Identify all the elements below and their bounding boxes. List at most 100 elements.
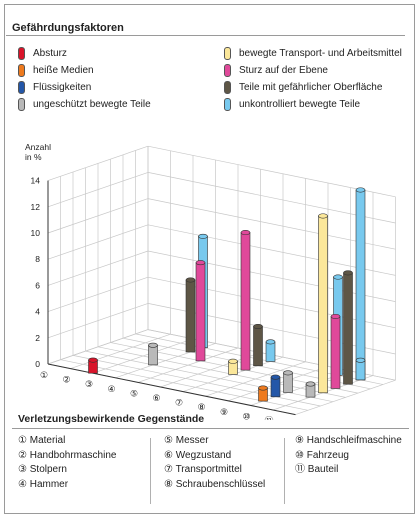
floor-gridline [60, 359, 309, 411]
bar [88, 357, 98, 374]
bar-top [318, 213, 328, 219]
bar-top [355, 187, 366, 193]
legend-label: ungeschützt bewegte Teile [33, 98, 151, 110]
legend-item-fluessigkeiten: Flüssigkeiten [18, 80, 91, 94]
key-item: ③ Stolpern [18, 464, 67, 475]
bar [343, 270, 353, 385]
legend-label: Absturz [33, 47, 67, 59]
x-tick-label: ③ [85, 380, 93, 390]
key-item: ⑨ Handschleifmaschine [295, 435, 402, 446]
bar [258, 385, 268, 402]
bar-top [355, 357, 366, 363]
bar [330, 313, 341, 389]
y-tick-label: 2 [35, 333, 40, 343]
bar-body [253, 326, 263, 367]
y-tick-label: 14 [31, 176, 41, 186]
legend-label: bewegte Transport- und Arbeitsmittel [239, 47, 402, 59]
bar [195, 260, 206, 362]
x-tick-label: ② [62, 376, 70, 386]
legend-label: Sturz auf der Ebene [239, 64, 328, 76]
key-divider [12, 428, 409, 429]
back-wall-gridline [147, 198, 396, 250]
bar-top [265, 339, 276, 345]
floor-gridline [295, 379, 396, 415]
bar-top [228, 358, 238, 364]
bar-top [240, 230, 251, 236]
legend-swatch [224, 46, 231, 60]
bar [355, 357, 366, 381]
legend-swatch [18, 80, 25, 94]
legend-swatch [18, 97, 25, 111]
x-tick-label: ⑥ [152, 394, 160, 404]
x-tick-label: ⑪ [264, 416, 273, 420]
legend-item-ungeschuetzt: ungeschützt bewegte Teile [18, 97, 151, 111]
bar [228, 358, 238, 375]
key-item: ① Material [18, 435, 66, 446]
bar-body [240, 232, 251, 371]
x-tick-label: ⑦ [175, 399, 183, 409]
legend-swatch [18, 46, 25, 60]
bar [305, 381, 316, 398]
title-bar [6, 4, 405, 36]
figure-frame [4, 4, 415, 514]
key-column-3: ⑨ Handschleifmaschine ⑩ Fahrzeug ⑪ Baute… [295, 434, 402, 478]
key-column-separator [284, 438, 285, 504]
x-tick-label: ⑩ [242, 412, 250, 420]
key-item: ⑪ Bauteil [295, 464, 339, 475]
key-title: Verletzungsbewirkende Gegenstände [18, 413, 205, 425]
bar-body [355, 359, 366, 381]
y-tick-label: 6 [35, 280, 40, 290]
bar-top [253, 323, 263, 329]
x-tick-label: ④ [107, 385, 115, 395]
legend-item-bewegte-transport: bewegte Transport- und Arbeitsmittel [224, 46, 402, 60]
bar [185, 277, 196, 353]
key-item: ⑩ Fahrzeug [295, 449, 349, 461]
bar-body [195, 262, 206, 362]
y-tick-label: 4 [35, 307, 40, 317]
floor-gridline [97, 346, 346, 398]
bar [270, 374, 281, 398]
bar-body [318, 215, 328, 394]
legend-label: heiße Medien [33, 64, 94, 76]
bar-top [330, 313, 341, 319]
back-wall-gridline [147, 172, 396, 224]
bar-top [198, 233, 208, 239]
bar-body [148, 344, 158, 366]
bar [148, 342, 158, 366]
y-tick-label: 10 [31, 228, 41, 238]
key-item: ⑥ Wegzustand [164, 449, 232, 461]
key-item: ⑧ Schraubenschlüssel [164, 478, 266, 490]
legend-swatch [224, 63, 231, 77]
bar-body [185, 279, 196, 353]
x-tick-label: ⑨ [220, 408, 228, 418]
y-axis-label: Anzahl [25, 142, 51, 152]
bar-body [343, 272, 353, 385]
bar [283, 370, 293, 393]
back-wall-gridline [147, 250, 396, 302]
bar [355, 187, 366, 381]
y-tick-label: 12 [31, 202, 41, 212]
back-wall-gridline [147, 145, 396, 198]
legend-swatch [224, 97, 231, 111]
key-column-2: ⑤ Messer ⑥ Wegzustand ⑦ Transportmittel … [164, 434, 265, 492]
bar [253, 323, 263, 367]
legend-item-absturz: Absturz [18, 46, 67, 60]
bar-body [330, 316, 341, 389]
bar-top [305, 381, 316, 387]
back-wall-gridline [147, 224, 396, 276]
legend-item-sturz: Sturz auf der Ebene [224, 63, 328, 77]
x-tick-label: ⑧ [197, 403, 205, 413]
bar-top [195, 260, 206, 266]
bar-body [265, 341, 276, 362]
bar-top [343, 270, 353, 276]
bar-top [283, 370, 293, 376]
chart-title: Gefährdungsfaktoren [12, 22, 124, 34]
bar [240, 230, 251, 371]
floor-gridline [85, 350, 334, 403]
bar-top [258, 385, 268, 391]
key-column-separator [150, 438, 151, 504]
x-tick-label: ① [40, 371, 48, 381]
y-axis-label-unit: in % [25, 152, 42, 162]
y-tick-label: 8 [35, 254, 40, 264]
